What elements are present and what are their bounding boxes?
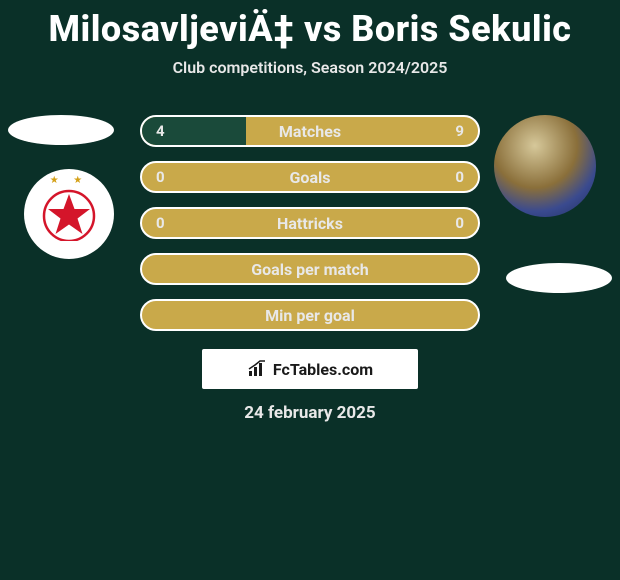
- stat-bar-min-per-goal: Min per goal: [140, 299, 480, 331]
- stat-right-value: 9: [450, 122, 464, 140]
- left-club-crest: ★ ★: [24, 169, 114, 259]
- right-player-photo: [494, 115, 596, 217]
- date-text: 24 february 2025: [0, 403, 620, 423]
- stat-right-value: 0: [450, 168, 464, 186]
- stat-bar-goals: 0 Goals 0: [140, 161, 480, 193]
- page-title: MilosavljeviÄ‡ vs Boris Sekulic: [0, 0, 620, 50]
- stat-label: Matches: [142, 122, 478, 141]
- stat-label: Hattricks: [142, 214, 478, 233]
- page-subtitle: Club competitions, Season 2024/2025: [0, 58, 620, 77]
- left-player-oval: [8, 115, 114, 145]
- attribution-badge: FcTables.com: [202, 349, 418, 389]
- comparison-content: ★ ★ 4 Matches 9 0 Goals 0 0 Hattricks 0: [0, 115, 620, 423]
- stat-right-value: 0: [450, 214, 464, 232]
- crest-stars-icon: ★ ★: [24, 175, 114, 186]
- stat-bar-goals-per-match: Goals per match: [140, 253, 480, 285]
- stats-bars: 4 Matches 9 0 Goals 0 0 Hattricks 0 Goal…: [140, 115, 480, 331]
- bar-chart-icon: [247, 360, 269, 378]
- stat-bar-hattricks: 0 Hattricks 0: [140, 207, 480, 239]
- right-player-oval: [506, 263, 612, 293]
- stat-label: Min per goal: [142, 306, 478, 325]
- stat-label: Goals per match: [142, 260, 478, 279]
- crest-red-star-icon: [42, 187, 96, 241]
- stat-bar-matches: 4 Matches 9: [140, 115, 480, 147]
- attribution-text: FcTables.com: [273, 360, 373, 379]
- stat-label: Goals: [142, 168, 478, 187]
